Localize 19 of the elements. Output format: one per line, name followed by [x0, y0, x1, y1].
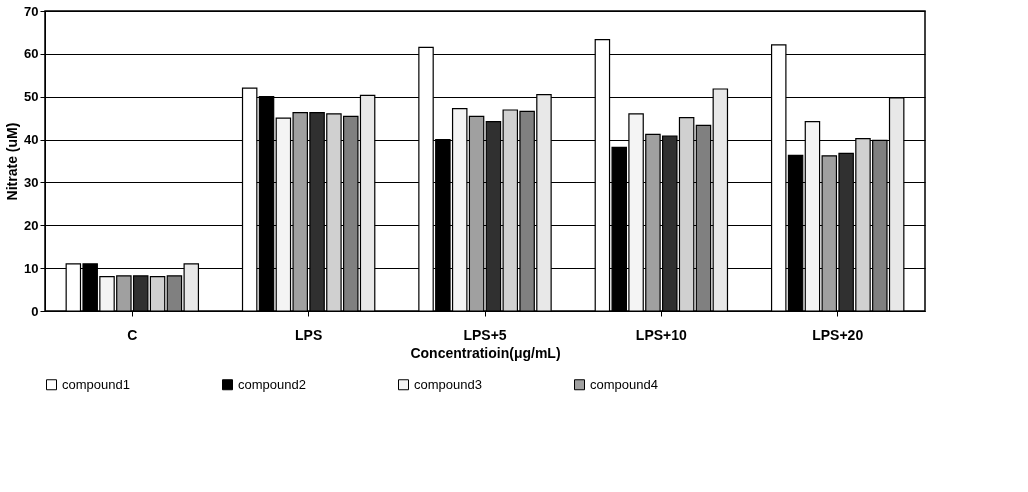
legend-label: compound3 — [414, 376, 482, 392]
x-tick-label: LPS+10 — [635, 326, 688, 343]
legend-label: compound1 — [62, 376, 130, 392]
legend-label: compound2 — [238, 376, 306, 392]
y-tick-label: 20 — [24, 217, 39, 233]
x-tick-label: C — [127, 326, 138, 343]
y-tick-label: 60 — [24, 46, 39, 62]
x-tick-label: LPS+5 — [463, 326, 507, 343]
y-tick-label: 70 — [24, 3, 39, 19]
x-axis-title: Concentratioin(μg/mL) — [410, 344, 561, 361]
y-axis-title: Nitrate (uM) — [4, 122, 21, 201]
y-tick-label: 50 — [24, 89, 39, 105]
y-tick-label: 40 — [24, 132, 39, 148]
legend-label: compound4 — [590, 376, 658, 392]
y-tick-label: 10 — [24, 260, 39, 276]
y-tick-label: 30 — [24, 174, 39, 190]
x-tick-label: LPS — [295, 326, 323, 343]
x-tick-label: LPS+20 — [812, 326, 864, 343]
y-tick-label: 0 — [31, 303, 39, 319]
